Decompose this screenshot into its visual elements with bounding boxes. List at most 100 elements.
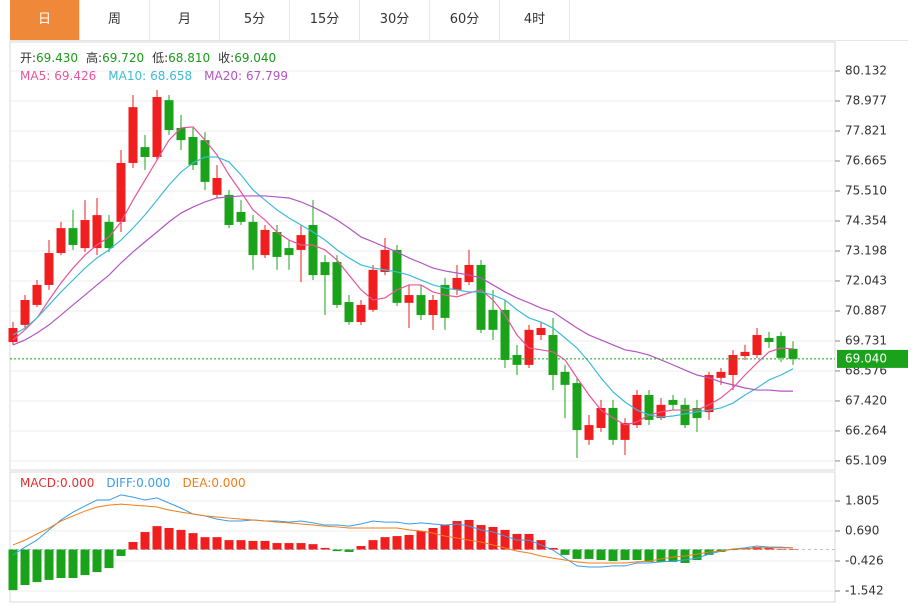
period-tab[interactable]: 15分	[290, 0, 360, 40]
candle-body	[596, 407, 606, 428]
period-tab[interactable]: 4时	[500, 0, 570, 40]
y-tick-label: 76.665	[845, 154, 887, 168]
candle-body	[368, 269, 378, 310]
period-tab[interactable]: 周	[80, 0, 150, 40]
info-value: 69.040	[234, 51, 276, 65]
macd-bar	[356, 546, 366, 550]
y-tick-label: 70.887	[845, 303, 887, 317]
macd-bar	[632, 549, 642, 561]
candle-body	[128, 107, 138, 163]
macd-bar	[344, 549, 354, 552]
candle-body	[752, 335, 762, 356]
macd-bar	[152, 526, 162, 550]
y-tick-label: 69.731	[845, 333, 887, 347]
legend-value: 69.426	[54, 69, 96, 83]
candle-body	[32, 284, 42, 305]
candle-body	[644, 394, 654, 420]
macd-bar	[476, 525, 486, 550]
macd-bar	[32, 549, 42, 583]
candle-body	[476, 264, 486, 330]
legend-value: 67.799	[246, 69, 288, 83]
macd-bar	[248, 540, 258, 550]
macd-bar	[596, 549, 606, 561]
candle-body	[692, 407, 702, 419]
macd-bar	[260, 540, 270, 550]
y-tick-label: 73.198	[845, 243, 887, 257]
y-tick-label: -0.426	[845, 553, 884, 567]
candle-body	[416, 295, 426, 316]
candle-body	[176, 127, 186, 141]
macd-bar	[296, 543, 306, 550]
macd-bar	[488, 526, 498, 550]
legend-name: MA10:	[108, 69, 146, 83]
candle-body	[308, 224, 318, 276]
macd-bar	[104, 549, 114, 569]
macd-bar	[572, 549, 582, 559]
period-tab[interactable]: 月	[150, 0, 220, 40]
macd-bar	[320, 547, 330, 550]
y-tick-label: 75.510	[845, 183, 887, 197]
candle-body	[260, 229, 270, 256]
macd-legend: MACD:0.000 DIFF:0.000 DEA:0.000	[20, 476, 246, 490]
legend-value: 0.000	[211, 476, 245, 490]
candle-body	[620, 423, 630, 440]
candle-body	[80, 220, 90, 249]
macd-bar	[392, 536, 402, 550]
period-tab[interactable]: 5分	[220, 0, 290, 40]
candle-body	[500, 309, 510, 360]
candle-body	[488, 309, 498, 330]
last-price-box	[837, 349, 908, 368]
macd-bar	[548, 547, 558, 550]
macd-bar	[464, 519, 474, 550]
candle-body	[704, 375, 714, 413]
candle-body	[716, 371, 726, 378]
macd-bar	[560, 549, 570, 555]
macd-bar	[20, 549, 30, 586]
candle-body	[188, 136, 198, 166]
y-tick-label: 67.420	[845, 393, 887, 407]
candle-body	[428, 299, 438, 316]
period-tab[interactable]: 60分	[430, 0, 500, 40]
candle-body	[464, 264, 474, 283]
ohlc-info: 开:69.430 高:69.720 低:68.810 收:69.040	[20, 50, 276, 65]
candle-body	[440, 284, 450, 318]
candle-body	[116, 162, 126, 222]
y-tick-label: 80.132	[845, 64, 887, 78]
legend-name: MA20:	[204, 69, 242, 83]
macd-bar	[116, 549, 126, 556]
period-tab[interactable]: 30分	[360, 0, 430, 40]
candle-body	[104, 221, 114, 249]
info-value: 69.720	[102, 51, 144, 65]
legend-value: 0.000	[60, 476, 94, 490]
macd-bar	[128, 541, 138, 550]
candle-body	[8, 328, 18, 343]
candle-body	[404, 295, 414, 303]
candle-body	[776, 336, 786, 358]
macd-bar	[140, 532, 150, 550]
macd-bar	[200, 537, 210, 550]
candle-body	[92, 215, 102, 249]
macd-bar	[776, 548, 786, 550]
candle-body	[560, 371, 570, 385]
candle-body	[164, 100, 174, 130]
legend-name: MA5:	[20, 69, 50, 83]
candle-body	[788, 348, 798, 359]
y-tick-label: 65.109	[845, 453, 887, 467]
candle-body	[284, 248, 294, 256]
macd-bar	[188, 533, 198, 550]
candle-body	[740, 351, 750, 357]
ma-line	[12, 156, 794, 418]
ma-legend: MA5: 69.426 MA10: 68.658 MA20: 67.799	[20, 69, 288, 83]
macd-bar	[620, 549, 630, 561]
macd-bar	[512, 533, 522, 550]
macd-bar	[212, 537, 222, 550]
macd-bar	[8, 549, 18, 591]
period-tab[interactable]: 日	[10, 0, 80, 40]
macd-bar	[644, 549, 654, 562]
macd-bar	[668, 549, 678, 562]
macd-bar	[224, 540, 234, 550]
candle-body	[68, 228, 78, 245]
macd-bar	[56, 549, 66, 579]
macd-line	[12, 494, 794, 568]
